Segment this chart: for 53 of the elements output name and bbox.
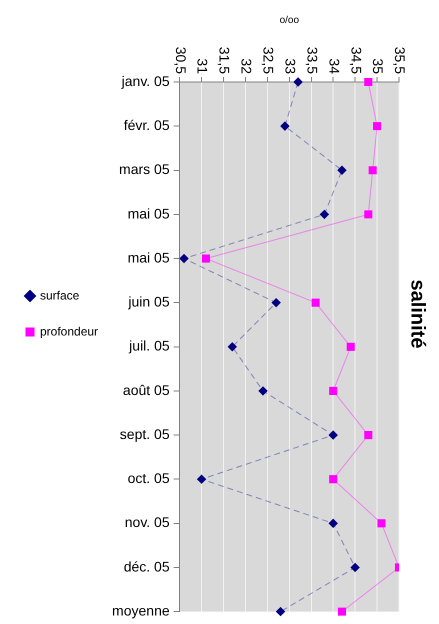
y-tick-label: mai 05 [128,249,170,266]
y-tick-label: nov. 05 [124,514,170,530]
point [202,254,210,263]
y-tick-label: juin 05 [127,294,170,310]
x-tick-label: 35,5 [392,46,408,74]
x-tick-label: 30,5 [172,46,189,74]
text: salinité [406,280,428,348]
point [328,430,338,440]
x-tick-label: 34 [326,58,342,74]
point [294,78,303,86]
point [373,122,382,130]
point [258,386,268,396]
point [338,608,346,616]
x-tick-label: 31,5 [216,46,233,74]
y-tick-label: janv. 05 [120,72,170,89]
y-tick-label: moyenne [112,602,170,618]
y-tick-label: juil. 05 [128,338,170,354]
x-tick-label: 31 [194,58,211,74]
point [337,166,346,175]
legend-label: profondeur [40,324,98,338]
y-tick-label: févr. 05 [124,116,170,133]
legend-label: surface [40,288,80,302]
point [329,386,338,395]
x-axis-title: o/oo [280,14,300,26]
y-tick-label: mai 05 [128,205,170,222]
point [328,518,338,528]
point [180,254,189,264]
x-tick-label: 32,5 [260,46,277,74]
y-tick-label: déc. 05 [124,558,170,574]
y-tick-label: août 05 [122,382,170,398]
point [364,431,372,440]
y-tick-label: oct. 05 [128,470,170,486]
x-tick-label: 35 [370,58,386,74]
point [329,475,338,484]
y-tick-label: sept. 05 [120,426,170,442]
point [320,210,329,219]
point [364,78,372,86]
x-tick-label: 33,5 [304,46,320,74]
x-tick-label: 32 [238,58,255,74]
point [350,562,360,572]
point [312,298,320,307]
point [276,607,286,616]
point [346,342,355,351]
point [368,166,377,174]
x-tick-label: 34,5 [348,46,364,74]
point [280,122,290,131]
x-tick-label: 33 [282,58,298,74]
point [228,342,237,352]
point [272,298,281,308]
point [197,474,206,484]
point [364,210,372,218]
point [377,519,386,528]
y-tick-label: mars 05 [119,161,170,178]
